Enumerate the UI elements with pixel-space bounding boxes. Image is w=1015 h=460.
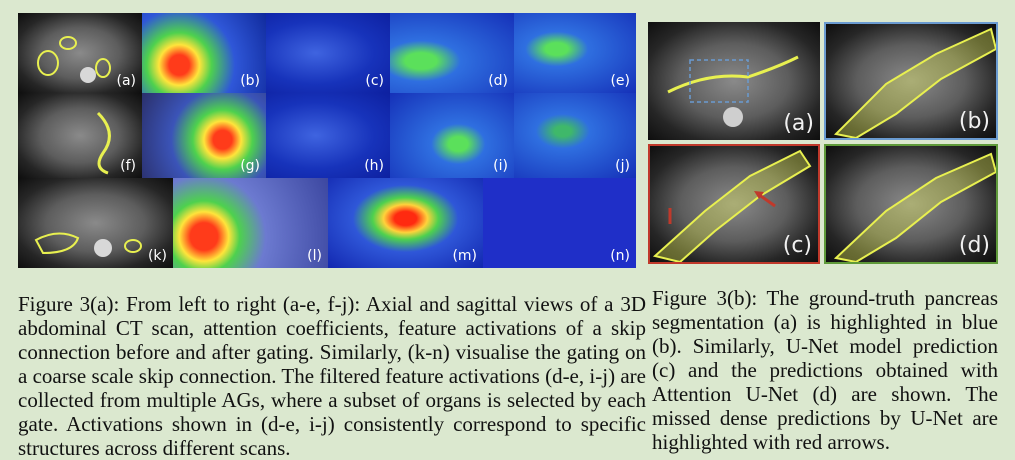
panel-label: (g) [240,158,260,174]
panel-a-ct-axial: (a) [18,13,142,93]
panel-label: (c) [782,233,812,258]
panel-d-activation-after: (d) [390,13,514,93]
panel-l-attention: (l) [173,178,328,268]
panel-label: (j) [615,158,630,174]
organ-contours [37,36,111,83]
panel-j-activation-after: (j) [514,93,636,178]
panel-label: (e) [610,73,630,89]
panel-b-c-unet-prediction: (c) [648,144,820,264]
red-arrow-icon [668,191,776,224]
panel-n-activation-after: (n) [483,178,636,268]
panel-label: (i) [493,158,508,174]
panel-g-attention: (g) [142,93,266,178]
panel-label: (m) [452,248,477,264]
panel-label: (a) [116,73,136,89]
panel-h-activation-before: (h) [266,93,390,178]
panel-label: (a) [783,111,814,136]
panel-b-attention: (b) [142,13,266,93]
panel-e-activation-after: (e) [514,13,636,93]
figure-3b-caption: Figure 3(b): The ground-truth pancreas s… [652,286,998,454]
panel-i-activation-after: (i) [390,93,514,178]
panel-m-activation-before: (m) [328,178,483,268]
panel-label: (f) [120,158,136,174]
panel-label: (d) [958,233,990,258]
figure-3b-image: (a) (b) (c) (d) [648,22,998,264]
panel-f-ct-sagittal: (f) [18,93,142,178]
panel-label: (h) [364,158,384,174]
panel-label: (n) [610,248,630,264]
panel-c-activation-before: (c) [266,13,390,93]
pancreas-contour [652,149,812,262]
figure-3a-caption: Figure 3(a): From left to right (a-e, f-… [18,292,646,460]
organ-contours [34,232,142,257]
organ-contours [96,111,111,175]
panel-label: (d) [488,73,508,89]
panel-b-b-ground-truth: (b) [824,22,998,140]
pancreas-contour [833,152,996,262]
pancreas-contour [667,55,799,127]
panel-label: (k) [147,248,167,264]
caption-text: Figure 3(b): The ground-truth pancreas s… [652,286,998,454]
pancreas-contour [833,27,996,138]
panel-label: (l) [307,248,322,264]
panel-k-ct-axial: (k) [18,178,173,268]
caption-text: Figure 3(a): From left to right (a-e, f-… [18,292,646,460]
panel-b-d-attention-unet-prediction: (d) [824,144,998,264]
figure-3a-image: (a) (b) (c) (d) (e) (f) (g) (h) (i) (j) … [18,13,636,268]
panel-b-a-ct-scan: (a) [648,22,820,140]
panel-label: (b) [958,109,990,134]
panel-label: (c) [365,73,384,89]
panel-label: (b) [240,73,260,89]
